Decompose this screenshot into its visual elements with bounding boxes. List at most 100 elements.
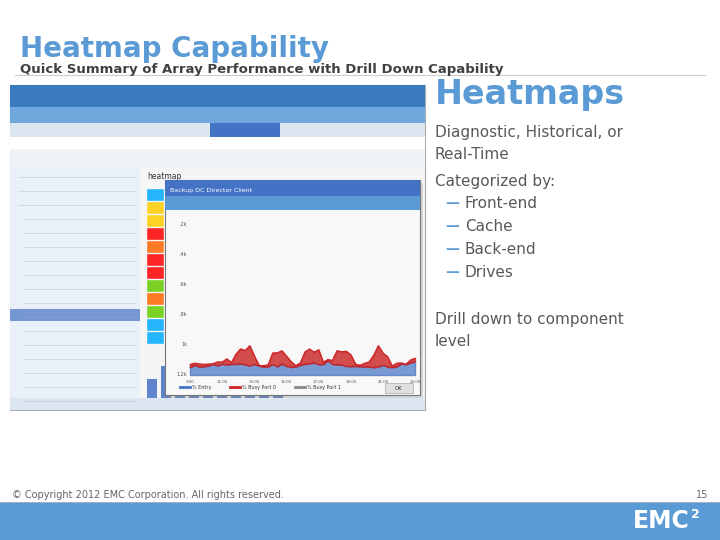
Bar bbox=[385, 383, 413, 393]
Text: .8k: .8k bbox=[179, 313, 187, 318]
Bar bbox=[201, 267, 218, 279]
Bar bbox=[219, 241, 236, 253]
Text: 19:00: 19:00 bbox=[345, 380, 356, 384]
Bar bbox=[255, 189, 272, 201]
Bar bbox=[147, 306, 164, 318]
Bar bbox=[201, 280, 218, 292]
Text: 13:00: 13:00 bbox=[248, 380, 260, 384]
Bar bbox=[10, 149, 425, 167]
Bar bbox=[217, 371, 227, 398]
Bar bbox=[147, 332, 164, 344]
Bar bbox=[165, 228, 182, 240]
Bar bbox=[273, 189, 290, 201]
Bar bbox=[147, 280, 164, 292]
Bar bbox=[201, 293, 218, 305]
Bar bbox=[273, 241, 290, 253]
Bar bbox=[189, 364, 199, 398]
Bar bbox=[10, 85, 425, 410]
Text: Cache: Cache bbox=[465, 219, 513, 234]
Text: —: — bbox=[445, 219, 459, 233]
Text: 17:00: 17:00 bbox=[313, 380, 324, 384]
Bar bbox=[237, 306, 254, 318]
Bar bbox=[255, 293, 272, 305]
Bar bbox=[273, 202, 290, 214]
Bar bbox=[219, 293, 236, 305]
Text: 23:00: 23:00 bbox=[410, 380, 420, 384]
Bar bbox=[219, 228, 236, 240]
Bar bbox=[219, 267, 236, 279]
Bar bbox=[273, 319, 290, 331]
Text: © Copyright 2012 EMC Corporation. All rights reserved.: © Copyright 2012 EMC Corporation. All ri… bbox=[12, 490, 284, 500]
Bar bbox=[273, 332, 290, 344]
Bar bbox=[183, 254, 200, 266]
Bar bbox=[183, 215, 200, 227]
Text: % Busy Port 1: % Busy Port 1 bbox=[307, 384, 341, 389]
Bar bbox=[255, 241, 272, 253]
Bar bbox=[273, 379, 283, 398]
Bar bbox=[165, 254, 182, 266]
Text: Backup DC Director Client: Backup DC Director Client bbox=[170, 188, 252, 193]
Bar bbox=[147, 241, 164, 253]
Bar bbox=[201, 306, 218, 318]
Bar bbox=[219, 319, 236, 331]
Bar bbox=[165, 319, 182, 331]
Text: .2k: .2k bbox=[179, 222, 187, 227]
Bar bbox=[255, 306, 272, 318]
Text: 15: 15 bbox=[696, 490, 708, 500]
Text: 2: 2 bbox=[691, 509, 700, 522]
Bar bbox=[147, 267, 164, 279]
Bar bbox=[219, 215, 236, 227]
Text: .4k: .4k bbox=[179, 253, 187, 258]
Bar bbox=[201, 202, 218, 214]
Text: 15:00: 15:00 bbox=[281, 380, 292, 384]
Bar bbox=[165, 196, 420, 210]
Bar bbox=[255, 280, 272, 292]
Bar bbox=[219, 306, 236, 318]
Bar bbox=[237, 332, 254, 344]
Text: Diagnostic, Historical, or
Real-Time: Diagnostic, Historical, or Real-Time bbox=[435, 125, 623, 162]
Bar bbox=[10, 107, 425, 123]
Bar bbox=[161, 366, 171, 398]
Bar bbox=[10, 398, 425, 410]
Bar bbox=[273, 228, 290, 240]
Bar bbox=[237, 202, 254, 214]
Text: Categorized by:: Categorized by: bbox=[435, 174, 555, 189]
Bar bbox=[147, 189, 164, 201]
Bar bbox=[203, 373, 213, 398]
Bar bbox=[273, 280, 290, 292]
Bar bbox=[255, 215, 272, 227]
Bar bbox=[201, 189, 218, 201]
Bar bbox=[231, 368, 241, 398]
Bar bbox=[259, 377, 269, 398]
Bar bbox=[168, 183, 423, 398]
Bar bbox=[219, 202, 236, 214]
Text: % Busy Port 0: % Busy Port 0 bbox=[242, 384, 276, 389]
Text: —: — bbox=[445, 196, 459, 210]
Bar bbox=[10, 137, 425, 149]
Bar bbox=[183, 293, 200, 305]
Text: 9:00: 9:00 bbox=[186, 380, 194, 384]
Text: % Entry: % Entry bbox=[192, 384, 212, 389]
Bar bbox=[237, 280, 254, 292]
Bar bbox=[237, 254, 254, 266]
Text: 1.2k: 1.2k bbox=[176, 373, 187, 377]
Bar bbox=[201, 241, 218, 253]
Bar bbox=[147, 379, 157, 398]
Bar bbox=[237, 319, 254, 331]
Text: Quick Summary of Array Performance with Drill Down Capability: Quick Summary of Array Performance with … bbox=[20, 63, 503, 76]
Bar bbox=[255, 267, 272, 279]
Bar bbox=[165, 280, 182, 292]
Bar bbox=[201, 228, 218, 240]
Bar bbox=[201, 254, 218, 266]
Bar bbox=[237, 228, 254, 240]
Bar bbox=[273, 215, 290, 227]
Bar bbox=[201, 215, 218, 227]
Bar bbox=[219, 254, 236, 266]
Bar bbox=[183, 241, 200, 253]
Bar bbox=[147, 215, 164, 227]
Text: Front-end: Front-end bbox=[465, 196, 538, 211]
Bar bbox=[255, 202, 272, 214]
Bar bbox=[219, 280, 236, 292]
Bar bbox=[147, 202, 164, 214]
Bar bbox=[255, 254, 272, 266]
